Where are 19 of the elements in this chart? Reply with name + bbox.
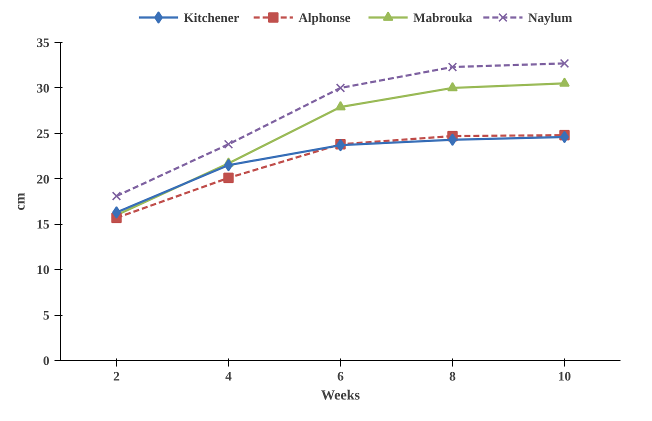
y-tick-label: 0 xyxy=(43,353,50,368)
y-tick-label: 30 xyxy=(36,80,50,96)
x-axis-title: Weeks xyxy=(321,388,360,404)
x-tick-label: 4 xyxy=(225,368,232,384)
y-tick-label: 5 xyxy=(43,308,50,323)
y-axis-title: cm xyxy=(14,192,28,210)
y-tick-label: 15 xyxy=(36,216,50,232)
legend-label: Naylum xyxy=(528,10,572,25)
legend-label: Kitchener xyxy=(184,10,240,25)
y-tick-label: 35 xyxy=(36,35,50,50)
y-tick-label: 10 xyxy=(36,262,50,278)
x-tick-label: 6 xyxy=(337,368,344,384)
legend-label: Mabrouka xyxy=(413,10,473,25)
x-tick-label: 8 xyxy=(449,368,456,384)
x-tick-label: 10 xyxy=(558,368,571,384)
legend-label: Alphonse xyxy=(298,10,351,25)
x-tick-label: 2 xyxy=(113,368,120,384)
y-tick-label: 20 xyxy=(36,171,50,186)
y-tick-label: 25 xyxy=(36,126,50,141)
